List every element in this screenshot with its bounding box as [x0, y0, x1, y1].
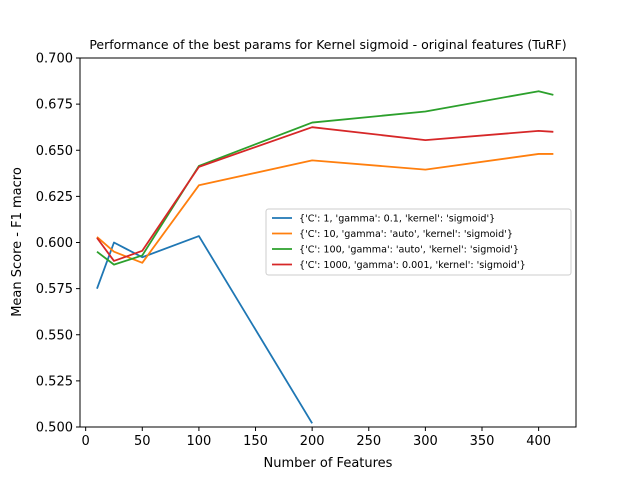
x-tick-label: 150	[243, 434, 268, 449]
legend-label-2: {'C': 10, 'gamma': 'auto', 'kernel': 'si…	[299, 229, 513, 240]
y-tick-label: 0.600	[36, 236, 73, 251]
x-tick-label: 200	[300, 434, 325, 449]
x-tick-label: 100	[186, 434, 211, 449]
legend-box	[265, 208, 572, 276]
legend-label-1: {'C': 1, 'gamma': 0.1, 'kernel': 'sigmoi…	[299, 214, 495, 225]
series-line-1	[96, 235, 313, 424]
x-tick-label: 250	[356, 434, 381, 449]
y-tick-label: 0.700	[36, 52, 73, 67]
plot-area: 0 50 100 150 200 250 300 350 400 0.500 0.525 0.550 0…	[36, 52, 577, 449]
y-tick-label: 0.650	[36, 144, 73, 159]
x-tick-label: 50	[134, 434, 151, 449]
series-line-3	[96, 90, 554, 266]
series-line-2	[96, 153, 554, 264]
y-tick-label: 0.500	[36, 421, 73, 436]
y-axis-label: Mean Score - F1 macro	[10, 167, 25, 317]
legend-label-3: {'C': 100, 'gamma': 'auto', 'kernel': 's…	[299, 245, 519, 256]
chart-title: Performance of the best params for Kerne…	[89, 37, 566, 52]
y-tick-label: 0.525	[36, 374, 73, 389]
y-tick-label: 0.625	[36, 190, 73, 205]
legend: {'C': 1, 'gamma': 0.1, 'kernel': 'sigmoi…	[265, 208, 572, 276]
y-tick-label: 0.575	[36, 282, 73, 297]
x-tick-label: 400	[526, 434, 551, 449]
y-tick-label: 0.550	[36, 328, 73, 343]
x-tick-label: 0	[82, 434, 90, 449]
legend-label-4: {'C': 1000, 'gamma': 0.001, 'kernel': 's…	[299, 260, 526, 271]
x-tick-label: 350	[470, 434, 495, 449]
series-line-4	[96, 126, 554, 262]
x-tick-label: 300	[413, 434, 438, 449]
x-axis-label: Number of Features	[264, 456, 393, 471]
y-tick-label: 0.675	[36, 98, 73, 113]
